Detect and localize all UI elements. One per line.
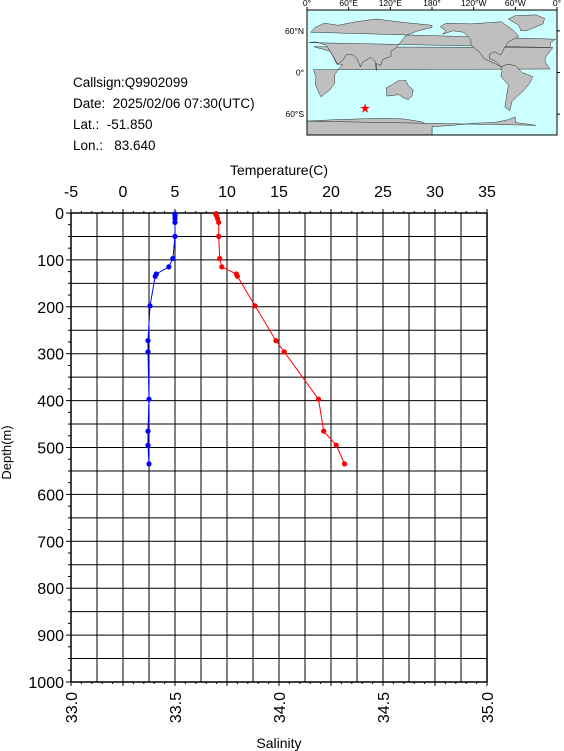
depth-tick-label: 600 [37, 487, 64, 504]
salinity-tick-label: 35.0 [480, 692, 497, 723]
location-map: 0° 60°E 120°E 180° 120°W 60°W 0° 60°N 0° 60°S [285, 0, 561, 136]
temperature-tick-label: 0 [119, 184, 128, 201]
map-lon-label: 180° [423, 0, 441, 8]
salinity-data-point [172, 219, 178, 225]
date-text: Date: 2025/02/06 07:30(UTC) [73, 96, 255, 111]
depth-tick-label: 1000 [28, 675, 64, 692]
salinity-data-point [147, 303, 153, 309]
temperature-data-point [219, 264, 225, 270]
map-lon-label: 120°W [461, 0, 487, 8]
salinity-axis-label: Salinity [256, 735, 301, 751]
depth-tick-label: 500 [37, 441, 64, 458]
depth-tick-label: 300 [37, 347, 64, 364]
temperature-data-point [234, 273, 240, 279]
profile-plot: -5 0 5 10 15 20 25 30 35Temperature(C)0100200300… [0, 162, 497, 751]
station-info: Callsign:Q9902099 Date: 2025/02/06 07:30… [73, 72, 255, 156]
temperature-data-point [333, 442, 339, 448]
salinity-data-point [172, 216, 178, 222]
temperature-data-point [321, 428, 327, 434]
salinity-tick-label: 33.5 [168, 692, 185, 723]
temperature-tick-label: 20 [322, 184, 340, 201]
temperature-tick-label: -5 [64, 184, 78, 201]
map-land-australia [385, 79, 414, 100]
map-lon-label: 60°E [339, 0, 358, 8]
depth-tick-label: 400 [37, 394, 64, 411]
depth-tick-label: 200 [37, 300, 64, 317]
temperature-axis-label: Temperature(C) [230, 162, 328, 178]
depth-tick-label: 700 [37, 534, 64, 551]
temperature-tick-label: 30 [426, 184, 444, 201]
lon-text: Lon.: 83.640 [73, 138, 156, 153]
temperature-data-point [315, 396, 322, 402]
map-lon-label: 0° [303, 0, 311, 8]
temperature-tick-label: 35 [478, 184, 496, 201]
callsign-text: Callsign:Q9902099 [73, 75, 188, 90]
map-lat-label: 60°N [285, 26, 304, 36]
salinity-tick-label: 34.0 [272, 692, 289, 723]
salinity-data-point [172, 233, 178, 239]
depth-tick-label: 100 [37, 253, 64, 270]
depth-tick-label: 900 [37, 628, 64, 645]
salinity-tick-label: 33.0 [64, 692, 81, 723]
map-lat-label: 60°S [285, 109, 304, 119]
temperature-data-point [216, 233, 222, 239]
salinity-data-point [146, 396, 152, 402]
map-lon-label: 0° [553, 0, 561, 8]
salinity-tick-label: 34.5 [376, 692, 393, 723]
temperature-data-point [216, 219, 222, 225]
depth-tick-label: 800 [37, 581, 64, 598]
temperature-data-point [217, 255, 223, 262]
salinity-data-point [152, 273, 158, 279]
temperature-tick-label: 10 [218, 184, 236, 201]
salinity-profile-line [147, 213, 176, 464]
depth-axis-label: Depth(m) [0, 425, 14, 479]
map-lon-label: 60°W [505, 0, 526, 8]
temperature-profile-line [215, 213, 345, 465]
temperature-tick-label: 15 [270, 184, 288, 201]
map-land-s-america [500, 63, 533, 112]
salinity-data-point [145, 349, 151, 355]
salinity-data-point [170, 255, 176, 262]
salinity-data-point [145, 442, 151, 448]
salinity-data-point [145, 338, 151, 344]
temperature-data-point [273, 338, 279, 344]
map-lon-label: 120°E [379, 0, 403, 8]
map-land-greenland [507, 14, 545, 31]
salinity-data-point [146, 461, 152, 467]
temperature-data-point [341, 461, 348, 467]
map-land-n-america [439, 21, 520, 68]
temperature-data-point [281, 349, 287, 355]
station-marker-star [360, 103, 370, 113]
map-land-eurasia [309, 18, 557, 71]
temperature-tick-label: 25 [374, 184, 392, 201]
depth-tick-label: 0 [55, 206, 64, 223]
salinity-data-point [145, 428, 151, 434]
map-lat-label: 0° [296, 68, 304, 78]
lat-text: Lat.: -51.850 [73, 117, 153, 132]
temperature-data-point [252, 303, 258, 309]
temperature-tick-label: 5 [171, 184, 180, 201]
salinity-data-point [166, 264, 172, 270]
